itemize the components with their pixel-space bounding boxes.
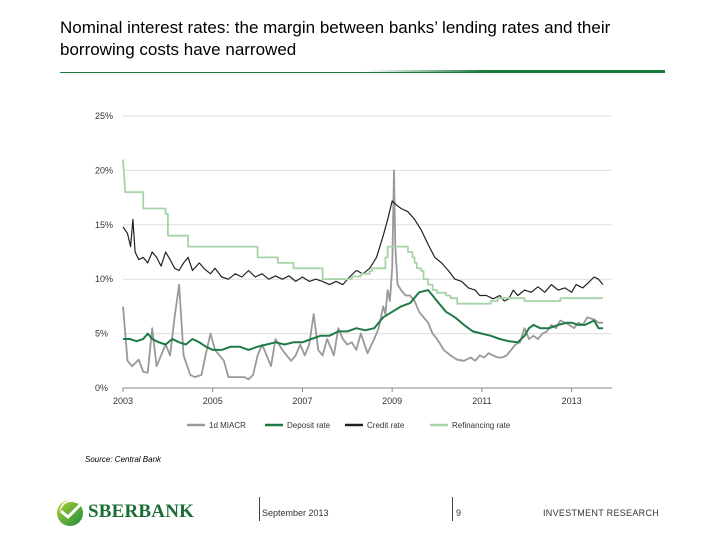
legend-label: Credit rate bbox=[367, 421, 405, 430]
source-note: Source: Central Bank bbox=[85, 455, 162, 464]
sberbank-logo-icon bbox=[57, 500, 83, 526]
sberbank-logo bbox=[55, 498, 85, 533]
x-axis: 2003 2005 2007 2009 2011 2013 bbox=[113, 387, 612, 406]
chart-background bbox=[82, 100, 617, 440]
series-line bbox=[122, 169, 603, 381]
title-underline bbox=[60, 70, 665, 74]
x-tick-label: 2003 bbox=[113, 396, 133, 406]
footer-separator bbox=[259, 497, 260, 521]
y-tick-label: 25% bbox=[95, 111, 113, 121]
x-tick-label: 2007 bbox=[292, 396, 312, 406]
series-line bbox=[122, 200, 604, 302]
footer-section-label: INVESTMENT RESEARCH bbox=[543, 508, 660, 518]
legend-label: 1d MIACR bbox=[209, 421, 246, 430]
y-tick-label: 5% bbox=[95, 329, 108, 339]
page-number: 9 bbox=[456, 508, 462, 518]
y-tick-label: 10% bbox=[95, 274, 113, 284]
y-tick-label: 15% bbox=[95, 220, 113, 230]
y-axis: 0% 5% 10% 15% 20% 25% bbox=[95, 111, 113, 393]
logo-wordmark: SBERBANK bbox=[88, 501, 195, 522]
footer-date: September 2013 bbox=[262, 508, 329, 518]
footer-separator bbox=[452, 497, 453, 521]
series-line bbox=[123, 289, 603, 351]
x-tick-label: 2011 bbox=[472, 396, 491, 406]
legend-label: Deposit rate bbox=[287, 421, 331, 430]
slide-title: Nominal interest rates: the margin betwe… bbox=[60, 18, 611, 59]
x-tick-label: 2009 bbox=[382, 396, 402, 406]
title-underline-accent bbox=[365, 70, 665, 73]
x-tick-label: 2013 bbox=[562, 396, 582, 406]
chart-series bbox=[122, 159, 604, 381]
x-tick-label: 2005 bbox=[203, 396, 223, 406]
legend-label: Refinancing rate bbox=[452, 421, 511, 430]
series-line bbox=[122, 159, 603, 305]
chart-grid bbox=[123, 115, 612, 335]
title-underline-thin bbox=[60, 72, 665, 73]
chart-legend: 1d MIACR Deposit rate Credit rate Refinanci… bbox=[187, 421, 511, 430]
y-tick-label: 0% bbox=[95, 383, 108, 393]
y-tick-label: 20% bbox=[95, 165, 113, 175]
